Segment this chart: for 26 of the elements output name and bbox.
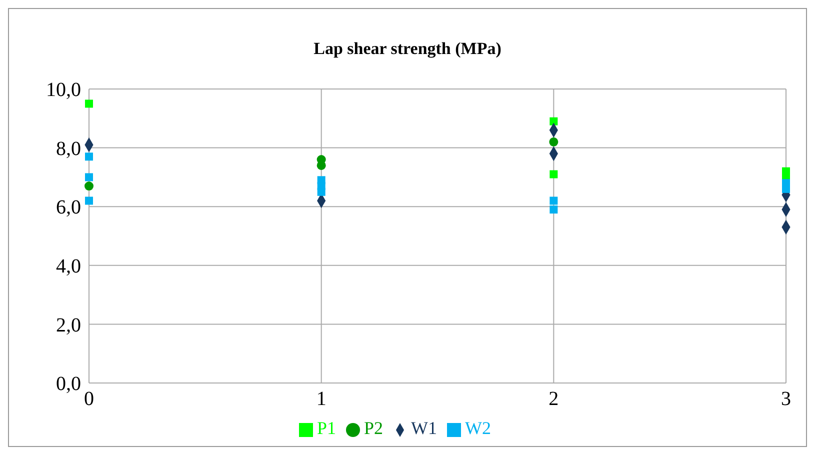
point [317,188,326,196]
x-tick-label: 1 [316,388,326,410]
x-tick-label: 0 [84,388,94,410]
x-tick-label: 3 [781,388,791,410]
y-tick-label: 8,0 [56,138,81,160]
point [85,152,93,161]
y-tick-label: 6,0 [56,196,81,219]
y-tick-label: 0,0 [56,373,81,396]
legend-label: P2 [364,418,384,438]
point [85,173,93,182]
point [84,182,94,191]
y-tick-label: 4,0 [56,256,81,278]
chart-title: Lap shear strength (MPa) [312,39,502,59]
legend-label: P1 [316,418,336,438]
point [550,117,558,126]
legend-label: W2 [465,418,492,438]
point [550,196,558,205]
point [85,196,93,205]
x-tick-label: 2 [548,388,559,410]
point [550,206,558,214]
y-tick-label: 2,0 [56,314,81,336]
legend-label: W1 [411,418,438,438]
point [85,100,93,108]
point [549,137,558,146]
y-tick-label: 10,0 [46,79,81,102]
point [550,170,558,178]
